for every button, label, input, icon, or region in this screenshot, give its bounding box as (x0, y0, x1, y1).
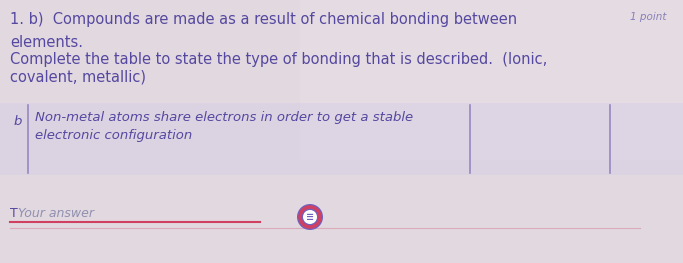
Text: 1 point: 1 point (630, 12, 667, 22)
Text: Complete the table to state the type of bonding that is described.  (Ionic,: Complete the table to state the type of … (10, 52, 547, 67)
Circle shape (303, 210, 317, 224)
Circle shape (297, 204, 323, 230)
Text: Your answer: Your answer (18, 207, 94, 220)
Text: 1. b)  Compounds are made as a result of chemical bonding between: 1. b) Compounds are made as a result of … (10, 12, 517, 27)
Text: Non-metal atoms share electrons in order to get a stable: Non-metal atoms share electrons in order… (35, 111, 413, 124)
Bar (300, 0, 683, 160)
Text: b: b (14, 115, 23, 128)
Text: T: T (10, 207, 18, 220)
Text: electronic configuration: electronic configuration (35, 129, 192, 142)
Text: elements.: elements. (10, 35, 83, 50)
Bar (0, 103, 683, 175)
Text: covalent, metallic): covalent, metallic) (10, 70, 146, 85)
Text: ≡: ≡ (306, 213, 314, 222)
